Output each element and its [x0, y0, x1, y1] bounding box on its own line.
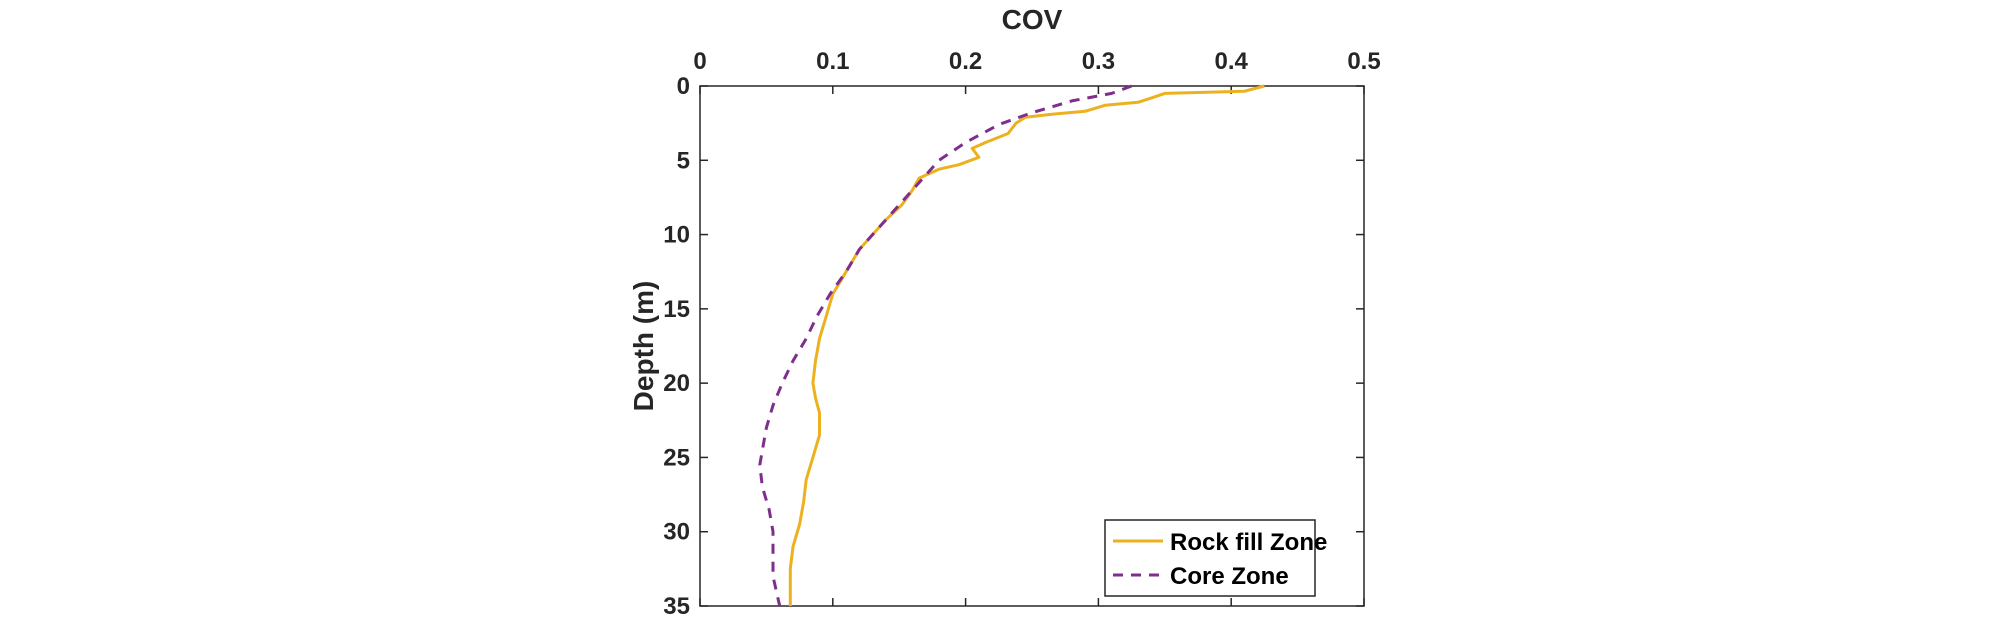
x-tick-label: 0.2 — [949, 48, 982, 75]
x-tick-label: 0 — [693, 48, 706, 75]
x-tick-label: 0.1 — [816, 48, 849, 75]
y-tick-label: 5 — [677, 147, 690, 174]
axis-ticks — [699, 85, 1365, 607]
y-tick-label: 0 — [677, 73, 690, 100]
x-tick-label: 0.4 — [1215, 48, 1249, 75]
y-tick-label: 35 — [663, 593, 690, 620]
x-tick-label: 0.5 — [1347, 48, 1380, 75]
y-tick-label: 15 — [663, 296, 690, 323]
x-axis-title: COV — [1002, 4, 1063, 35]
legend-label-rock-fill-zone: Rock fill Zone — [1170, 529, 1327, 556]
y-tick-label: 25 — [663, 444, 690, 471]
x-tick-labels: 0 0.1 0.2 0.3 0.4 0.5 — [693, 48, 1380, 75]
y-tick-label: 30 — [663, 519, 690, 546]
y-tick-label: 20 — [663, 370, 690, 397]
legend: Rock fill Zone Core Zone — [1104, 519, 1327, 597]
y-tick-labels: 0 5 10 15 20 25 30 35 — [663, 73, 690, 620]
y-axis-title: Depth (m) — [628, 281, 659, 412]
data-lines — [758, 84, 1265, 607]
series-line-core-zone — [758, 84, 1133, 607]
legend-label-core-zone: Core Zone — [1170, 563, 1289, 590]
x-tick-label: 0.3 — [1082, 48, 1115, 75]
legend-box — [1104, 519, 1316, 597]
y-tick-label: 10 — [663, 222, 690, 249]
